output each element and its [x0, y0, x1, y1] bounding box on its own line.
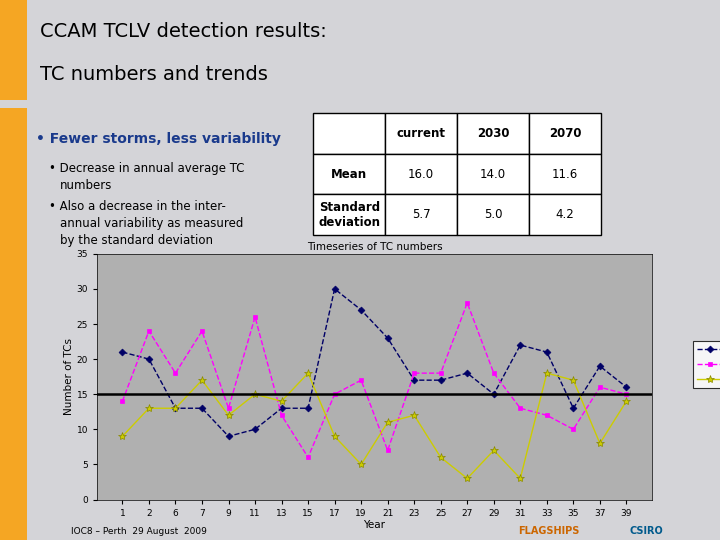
- 2070: [569, 377, 577, 383]
- 2070: [171, 405, 180, 411]
- current: [383, 335, 392, 341]
- 2070: [145, 405, 153, 411]
- Title: Timeseries of TC numbers: Timeseries of TC numbers: [307, 241, 442, 252]
- 2030: [304, 454, 312, 461]
- Line: current: current: [120, 286, 629, 439]
- 2030: [118, 398, 127, 404]
- current: [224, 433, 233, 440]
- X-axis label: Year: Year: [364, 521, 385, 530]
- 2030: [357, 377, 366, 383]
- 2070: [198, 377, 207, 383]
- Line: 2070: 2070: [118, 369, 631, 483]
- Text: TC numbers and trends: TC numbers and trends: [40, 65, 267, 84]
- 2030: [277, 412, 286, 418]
- current: [595, 363, 604, 369]
- current: [277, 405, 286, 411]
- 2030: [569, 426, 577, 433]
- current: [118, 349, 127, 355]
- current: [251, 426, 259, 433]
- 2030: [595, 384, 604, 390]
- Text: by the standard deviation: by the standard deviation: [60, 234, 213, 247]
- current: [542, 349, 551, 355]
- Line: 2030: 2030: [120, 300, 629, 460]
- Text: • Also a decrease in the inter-: • Also a decrease in the inter-: [49, 200, 226, 213]
- 2070: [277, 398, 286, 404]
- 2070: [304, 370, 312, 376]
- 2070: [622, 398, 631, 404]
- Y-axis label: Number of TCs: Number of TCs: [64, 338, 74, 415]
- 2070: [410, 412, 418, 418]
- 2030: [171, 370, 180, 376]
- 2070: [542, 370, 551, 376]
- Text: FLAGSHIPS: FLAGSHIPS: [518, 525, 580, 536]
- Bar: [0, 0, 27, 100]
- 2030: [516, 405, 525, 411]
- 2070: [251, 391, 259, 397]
- 2070: [436, 454, 445, 461]
- Text: IOC8 – Perth  29 August  2009: IOC8 – Perth 29 August 2009: [71, 526, 207, 536]
- current: [410, 377, 418, 383]
- 2030: [436, 370, 445, 376]
- 2070: [490, 447, 498, 454]
- 2030: [490, 370, 498, 376]
- current: [171, 405, 180, 411]
- 2030: [410, 370, 418, 376]
- 2030: [383, 447, 392, 454]
- current: [357, 307, 366, 313]
- 2030: [145, 328, 153, 334]
- current: [145, 356, 153, 362]
- 2070: [516, 475, 525, 482]
- 2070: [383, 419, 392, 426]
- current: [330, 286, 339, 292]
- Text: numbers: numbers: [60, 179, 112, 192]
- current: [304, 405, 312, 411]
- Text: • Fewer storms, less variability: • Fewer storms, less variability: [36, 132, 281, 146]
- 2030: [622, 391, 631, 397]
- Text: • Decrease in annual average TC: • Decrease in annual average TC: [49, 162, 245, 175]
- Bar: [0, 108, 27, 540]
- 2070: [357, 461, 366, 468]
- current: [198, 405, 207, 411]
- 2070: [224, 412, 233, 418]
- current: [569, 405, 577, 411]
- 2070: [118, 433, 127, 440]
- Text: CCAM TCLV detection results:: CCAM TCLV detection results:: [40, 22, 326, 41]
- 2030: [251, 314, 259, 320]
- 2070: [463, 475, 472, 482]
- current: [436, 377, 445, 383]
- current: [490, 391, 498, 397]
- 2030: [198, 328, 207, 334]
- current: [463, 370, 472, 376]
- 2030: [542, 412, 551, 418]
- Text: CSIRO: CSIRO: [630, 525, 664, 536]
- Text: annual variability as measured: annual variability as measured: [60, 217, 243, 230]
- 2030: [224, 405, 233, 411]
- 2030: [463, 300, 472, 306]
- Legend: current, 2030, 2070: current, 2030, 2070: [693, 341, 720, 388]
- current: [622, 384, 631, 390]
- 2070: [595, 440, 604, 447]
- 2070: [330, 433, 339, 440]
- 2030: [330, 391, 339, 397]
- current: [516, 342, 525, 348]
